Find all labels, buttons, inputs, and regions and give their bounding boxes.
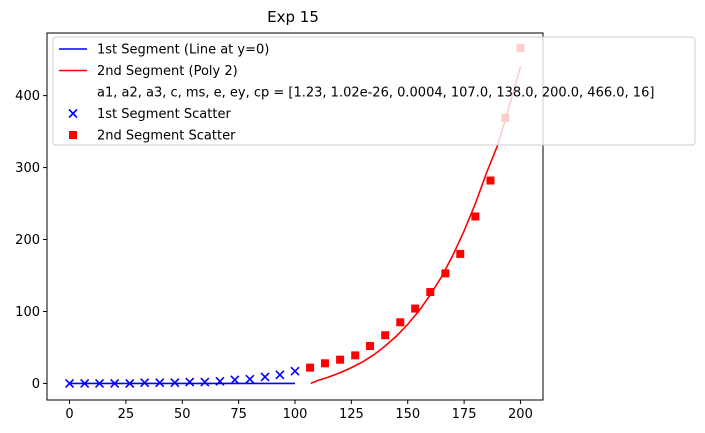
scatter-point: [275, 370, 285, 380]
scatter-point: [456, 249, 465, 258]
scatter-point: [245, 374, 255, 384]
x-tick-label: 175: [452, 407, 477, 422]
legend-label: 2nd Segment (Poly 2): [97, 64, 238, 79]
scatter-point: [230, 375, 240, 385]
y-tick-label: 300: [15, 161, 40, 176]
scatter-point: [94, 378, 105, 389]
scatter-point: [336, 355, 345, 364]
scatter-point: [155, 378, 165, 388]
scatter-point: [110, 378, 120, 389]
y-tick-label: 200: [15, 233, 40, 248]
x-tick-label: 75: [230, 407, 247, 422]
legend-label: 2nd Segment Scatter: [97, 129, 236, 144]
scatter-point: [200, 377, 210, 387]
scatter-point: [411, 304, 420, 313]
scatter-point: [426, 288, 435, 297]
legend-x-marker: [68, 108, 78, 119]
legend-square-marker: [69, 131, 77, 139]
scatter-point: [215, 376, 225, 386]
x-tick-label: 25: [118, 407, 135, 422]
x-tick-label: 200: [508, 407, 533, 422]
legend: 1st Segment (Line at y=0) 2nd Segment (Po…: [52, 36, 696, 146]
scatter-point: [260, 372, 270, 382]
legend-label: 1st Segment (Line at y=0): [97, 43, 269, 58]
scatter-point: [170, 378, 180, 388]
x-tick-label: 100: [283, 407, 308, 422]
scatter-point: [486, 176, 495, 185]
scatter-point: [125, 378, 135, 389]
scatter-point: [64, 378, 75, 389]
scatter-point: [290, 366, 300, 376]
y-tick-label: 100: [15, 305, 40, 320]
y-tick-label: 400: [15, 89, 40, 104]
x-tick-label: 150: [395, 407, 420, 422]
x-tick-label: 50: [174, 407, 191, 422]
scatter-point: [471, 212, 480, 221]
legend-label: 1st Segment Scatter: [97, 107, 231, 122]
scatter-point: [140, 378, 150, 388]
series-line: [310, 66, 522, 385]
scatter-point: [320, 359, 329, 368]
scatter-point: [381, 331, 390, 340]
scatter-point: [80, 378, 90, 389]
scatter-point: [185, 377, 195, 387]
scatter-point: [351, 351, 360, 360]
axes-ticks: 0 25 50 75 100 125 150 175 200 0 100 200 300 400: [15, 89, 533, 422]
x-tick-label: 125: [339, 407, 364, 422]
legend-box: [52, 36, 696, 146]
y-tick-label: 0: [32, 377, 40, 392]
x-tick-label: 0: [65, 407, 73, 422]
scatter-point: [396, 318, 405, 327]
scatter-point: [306, 363, 315, 372]
scatter-point: [441, 269, 450, 278]
legend-label: a1, a2, a3, c, ms, e, ey, cp = [1.23, 1.…: [97, 86, 654, 101]
chart-title: Exp 15: [267, 8, 319, 26]
scatter-point: [366, 342, 375, 351]
